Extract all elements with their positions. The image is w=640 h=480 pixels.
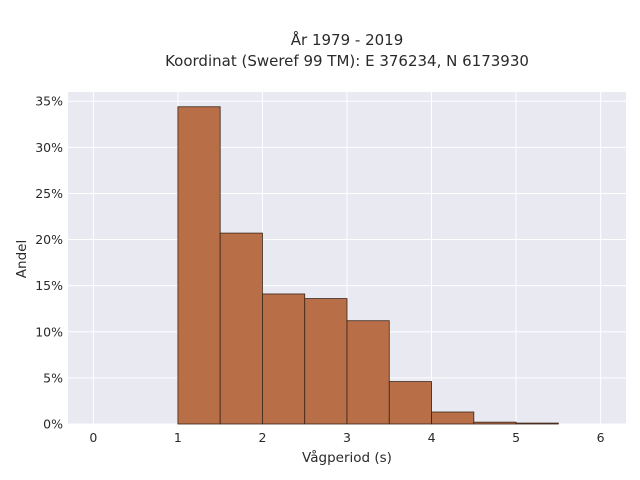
histogram-bar [262, 293, 306, 425]
histogram-bar [346, 320, 390, 425]
histogram-bar [388, 381, 432, 425]
histogram-bar [431, 411, 475, 425]
x-tick-labels: 0 1 2 3 4 5 6 [89, 430, 604, 445]
histogram-bar [304, 298, 348, 425]
chart-title-line-1: År 1979 - 2019 [291, 30, 404, 49]
histogram-bar [515, 422, 559, 425]
x-tick-label: 3 [343, 430, 351, 445]
x-tick-label: 0 [89, 430, 97, 445]
histogram-bar [177, 106, 221, 425]
chart-title-line-2: Koordinat (Sweref 99 TM): E 376234, N 61… [165, 52, 529, 70]
y-axis-label: Andel [14, 240, 30, 278]
y-tick-label: 25% [35, 186, 63, 201]
x-tick-label: 4 [428, 430, 436, 445]
y-tick-label: 20% [35, 232, 63, 247]
x-tick-label: 5 [512, 430, 520, 445]
x-tick-label: 1 [174, 430, 182, 445]
y-tick-label: 30% [35, 140, 63, 155]
histogram-bar [219, 232, 263, 425]
x-tick-label: 6 [597, 430, 605, 445]
y-tick-label: 15% [35, 278, 63, 293]
x-tick-label: 2 [258, 430, 266, 445]
histogram-bar [473, 421, 517, 425]
y-tick-label: 35% [35, 94, 63, 109]
y-tick-label: 0% [43, 417, 63, 432]
y-tick-label: 5% [43, 370, 63, 385]
bars [177, 106, 559, 425]
y-tick-labels: 0% 5% 10% 15% 20% 25% 30% 35% [35, 94, 63, 432]
x-axis-label: Vågperiod (s) [302, 449, 392, 466]
y-tick-label: 10% [35, 324, 63, 339]
